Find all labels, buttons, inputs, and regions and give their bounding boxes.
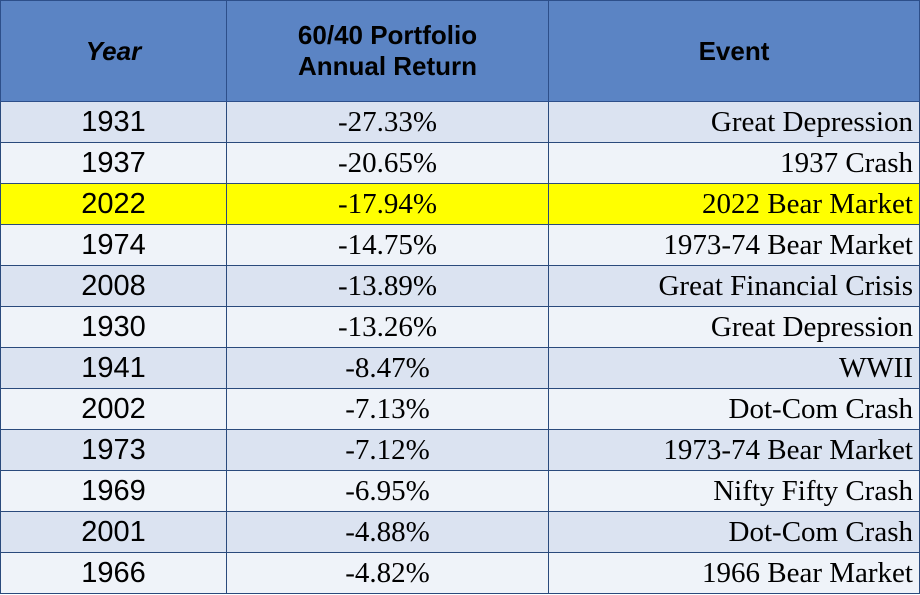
table-row: 2001 -4.88% Dot-Com Crash xyxy=(0,511,920,553)
return-cell: -13.89% xyxy=(226,265,549,307)
header-event: Event xyxy=(548,0,920,102)
table-row: 2022 -17.94% 2022 Bear Market xyxy=(0,183,920,225)
event-cell: WWII xyxy=(548,347,920,389)
table-body: 1931 -27.33% Great Depression 1937 -20.65% 19… xyxy=(0,101,920,594)
event-cell: 1973-74 Bear Market xyxy=(548,429,920,471)
year-cell: 1937 xyxy=(0,142,227,184)
table-header: Year 60/40 Portfolio Annual Return Event xyxy=(0,0,920,102)
table-row: 1930 -13.26% Great Depression xyxy=(0,306,920,348)
header-row: Year 60/40 Portfolio Annual Return Event xyxy=(0,0,920,102)
event-cell: 2022 Bear Market xyxy=(548,183,920,225)
return-cell: -13.26% xyxy=(226,306,549,348)
year-cell: 2001 xyxy=(0,511,227,553)
event-cell: Great Depression xyxy=(548,306,920,348)
event-cell: Great Depression xyxy=(548,101,920,143)
return-cell: -4.82% xyxy=(226,552,549,594)
year-cell: 1973 xyxy=(0,429,227,471)
year-cell: 2022 xyxy=(0,183,227,225)
year-cell: 1966 xyxy=(0,552,227,594)
table-row: 1966 -4.82% 1966 Bear Market xyxy=(0,552,920,594)
return-cell: -27.33% xyxy=(226,101,549,143)
year-cell: 1941 xyxy=(0,347,227,389)
event-cell: Great Financial Crisis xyxy=(548,265,920,307)
event-cell: 1966 Bear Market xyxy=(548,552,920,594)
table-row: 1937 -20.65% 1937 Crash xyxy=(0,142,920,184)
table-row: 1931 -27.33% Great Depression xyxy=(0,101,920,143)
return-cell: -4.88% xyxy=(226,511,549,553)
year-cell: 1974 xyxy=(0,224,227,266)
table-row: 1974 -14.75% 1973-74 Bear Market xyxy=(0,224,920,266)
header-return: 60/40 Portfolio Annual Return xyxy=(226,0,549,102)
event-cell: Dot-Com Crash xyxy=(548,511,920,553)
header-return-line1: 60/40 Portfolio xyxy=(297,20,478,50)
year-cell: 1969 xyxy=(0,470,227,512)
header-return-line2: Annual Return xyxy=(297,51,478,81)
return-cell: -14.75% xyxy=(226,224,549,266)
return-cell: -6.95% xyxy=(226,470,549,512)
table-row: 1969 -6.95% Nifty Fifty Crash xyxy=(0,470,920,512)
table-row: 2008 -13.89% Great Financial Crisis xyxy=(0,265,920,307)
table-row: 1973 -7.12% 1973-74 Bear Market xyxy=(0,429,920,471)
year-cell: 2002 xyxy=(0,388,227,430)
return-cell: -20.65% xyxy=(226,142,549,184)
header-year: Year xyxy=(0,0,227,102)
year-cell: 2008 xyxy=(0,265,227,307)
event-cell: 1937 Crash xyxy=(548,142,920,184)
event-cell: Dot-Com Crash xyxy=(548,388,920,430)
return-cell: -17.94% xyxy=(226,183,549,225)
table-row: 1941 -8.47% WWII xyxy=(0,347,920,389)
return-cell: -8.47% xyxy=(226,347,549,389)
table-row: 2002 -7.13% Dot-Com Crash xyxy=(0,388,920,430)
event-cell: Nifty Fifty Crash xyxy=(548,470,920,512)
return-cell: -7.13% xyxy=(226,388,549,430)
year-cell: 1931 xyxy=(0,101,227,143)
return-cell: -7.12% xyxy=(226,429,549,471)
event-cell: 1973-74 Bear Market xyxy=(548,224,920,266)
year-cell: 1930 xyxy=(0,306,227,348)
